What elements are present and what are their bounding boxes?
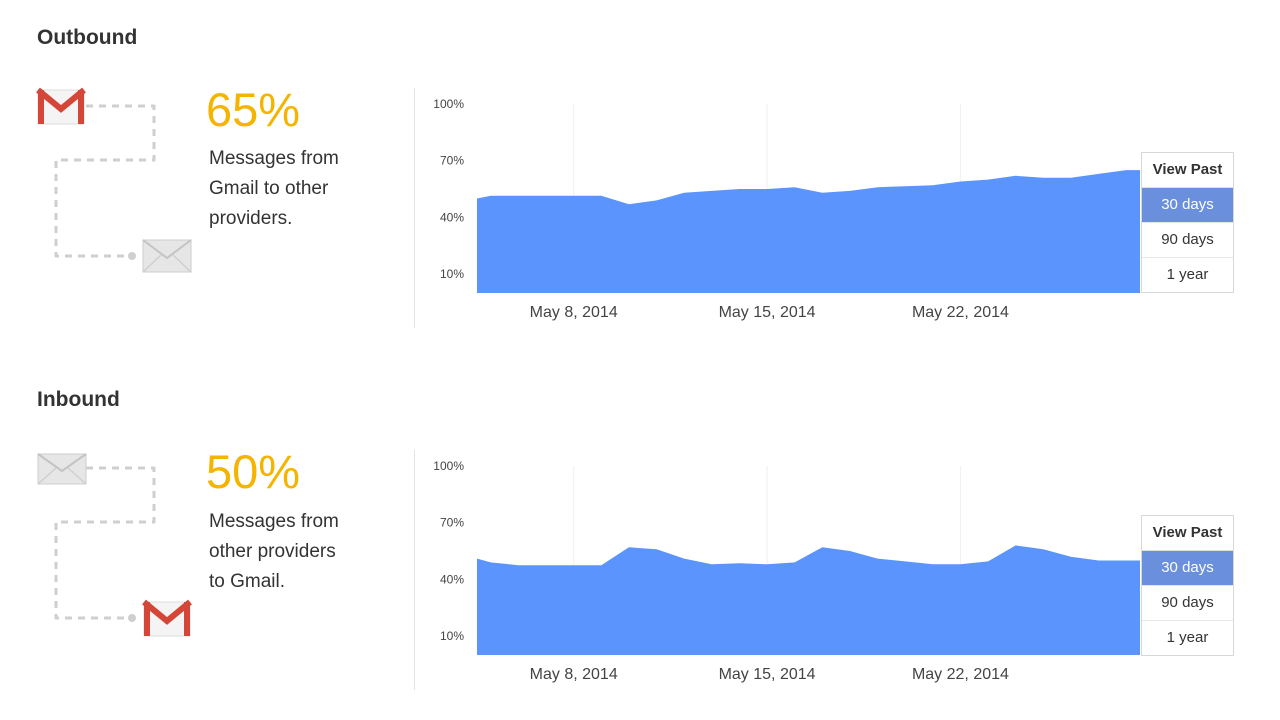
description-text: Messages from Gmail to other providers. [209, 148, 339, 229]
y-tick-label: 70% [440, 154, 464, 168]
envelope-icon [37, 453, 87, 485]
divider [414, 450, 415, 690]
flow-path-graphic [37, 453, 192, 637]
divider [414, 88, 415, 328]
inbound-area-chart: 100% 70% 40% 10% May 8, 2014 May 15, 2014 May … [433, 459, 1140, 683]
percentage-value: 50% [206, 445, 301, 498]
x-tick-label: May 22, 2014 [912, 304, 1009, 321]
y-tick-label: 40% [440, 210, 464, 224]
range-option-90-days[interactable]: 90 days [1142, 586, 1233, 621]
area-series [477, 170, 1140, 293]
range-option-1-year[interactable]: 1 year [1166, 266, 1209, 283]
y-tick-label: 10% [440, 629, 464, 643]
view-past-header: View Past [1142, 516, 1233, 551]
x-tick-label: May 22, 2014 [912, 666, 1009, 683]
view-past-selector: View Past 30 days 90 days 1 year [1141, 152, 1234, 293]
area-series [477, 545, 1140, 655]
section-title: Outbound [37, 26, 138, 49]
outbound-area-chart: 100% 70% 40% 10% May 8, 2014 May 15, 2014 May … [433, 97, 1140, 321]
y-tick-label: 100% [433, 97, 464, 111]
gmail-icon [142, 599, 192, 637]
x-tick-label: May 8, 2014 [530, 666, 618, 683]
y-tick-label: 100% [433, 459, 464, 473]
x-tick-label: May 8, 2014 [530, 304, 618, 321]
x-tick-label: May 15, 2014 [719, 304, 816, 321]
section-title: Inbound [37, 388, 120, 411]
view-past-header: View Past [1142, 153, 1233, 188]
range-option-1-year[interactable]: 1 year [1166, 629, 1209, 646]
range-option-30-days[interactable]: 30 days [1142, 188, 1233, 223]
description-text: Messages from other providers to Gmail. [209, 511, 339, 592]
gmail-icon [36, 87, 86, 125]
view-past-selector: View Past 30 days 90 days 1 year [1141, 515, 1234, 656]
flow-path-graphic [36, 87, 192, 273]
envelope-icon [142, 239, 192, 273]
x-tick-label: May 15, 2014 [719, 666, 816, 683]
y-tick-label: 70% [440, 516, 464, 530]
range-option-30-days[interactable]: 30 days [1142, 551, 1233, 586]
y-tick-label: 40% [440, 572, 464, 586]
y-tick-label: 10% [440, 267, 464, 281]
range-option-90-days[interactable]: 90 days [1142, 223, 1233, 258]
percentage-value: 65% [206, 83, 301, 136]
